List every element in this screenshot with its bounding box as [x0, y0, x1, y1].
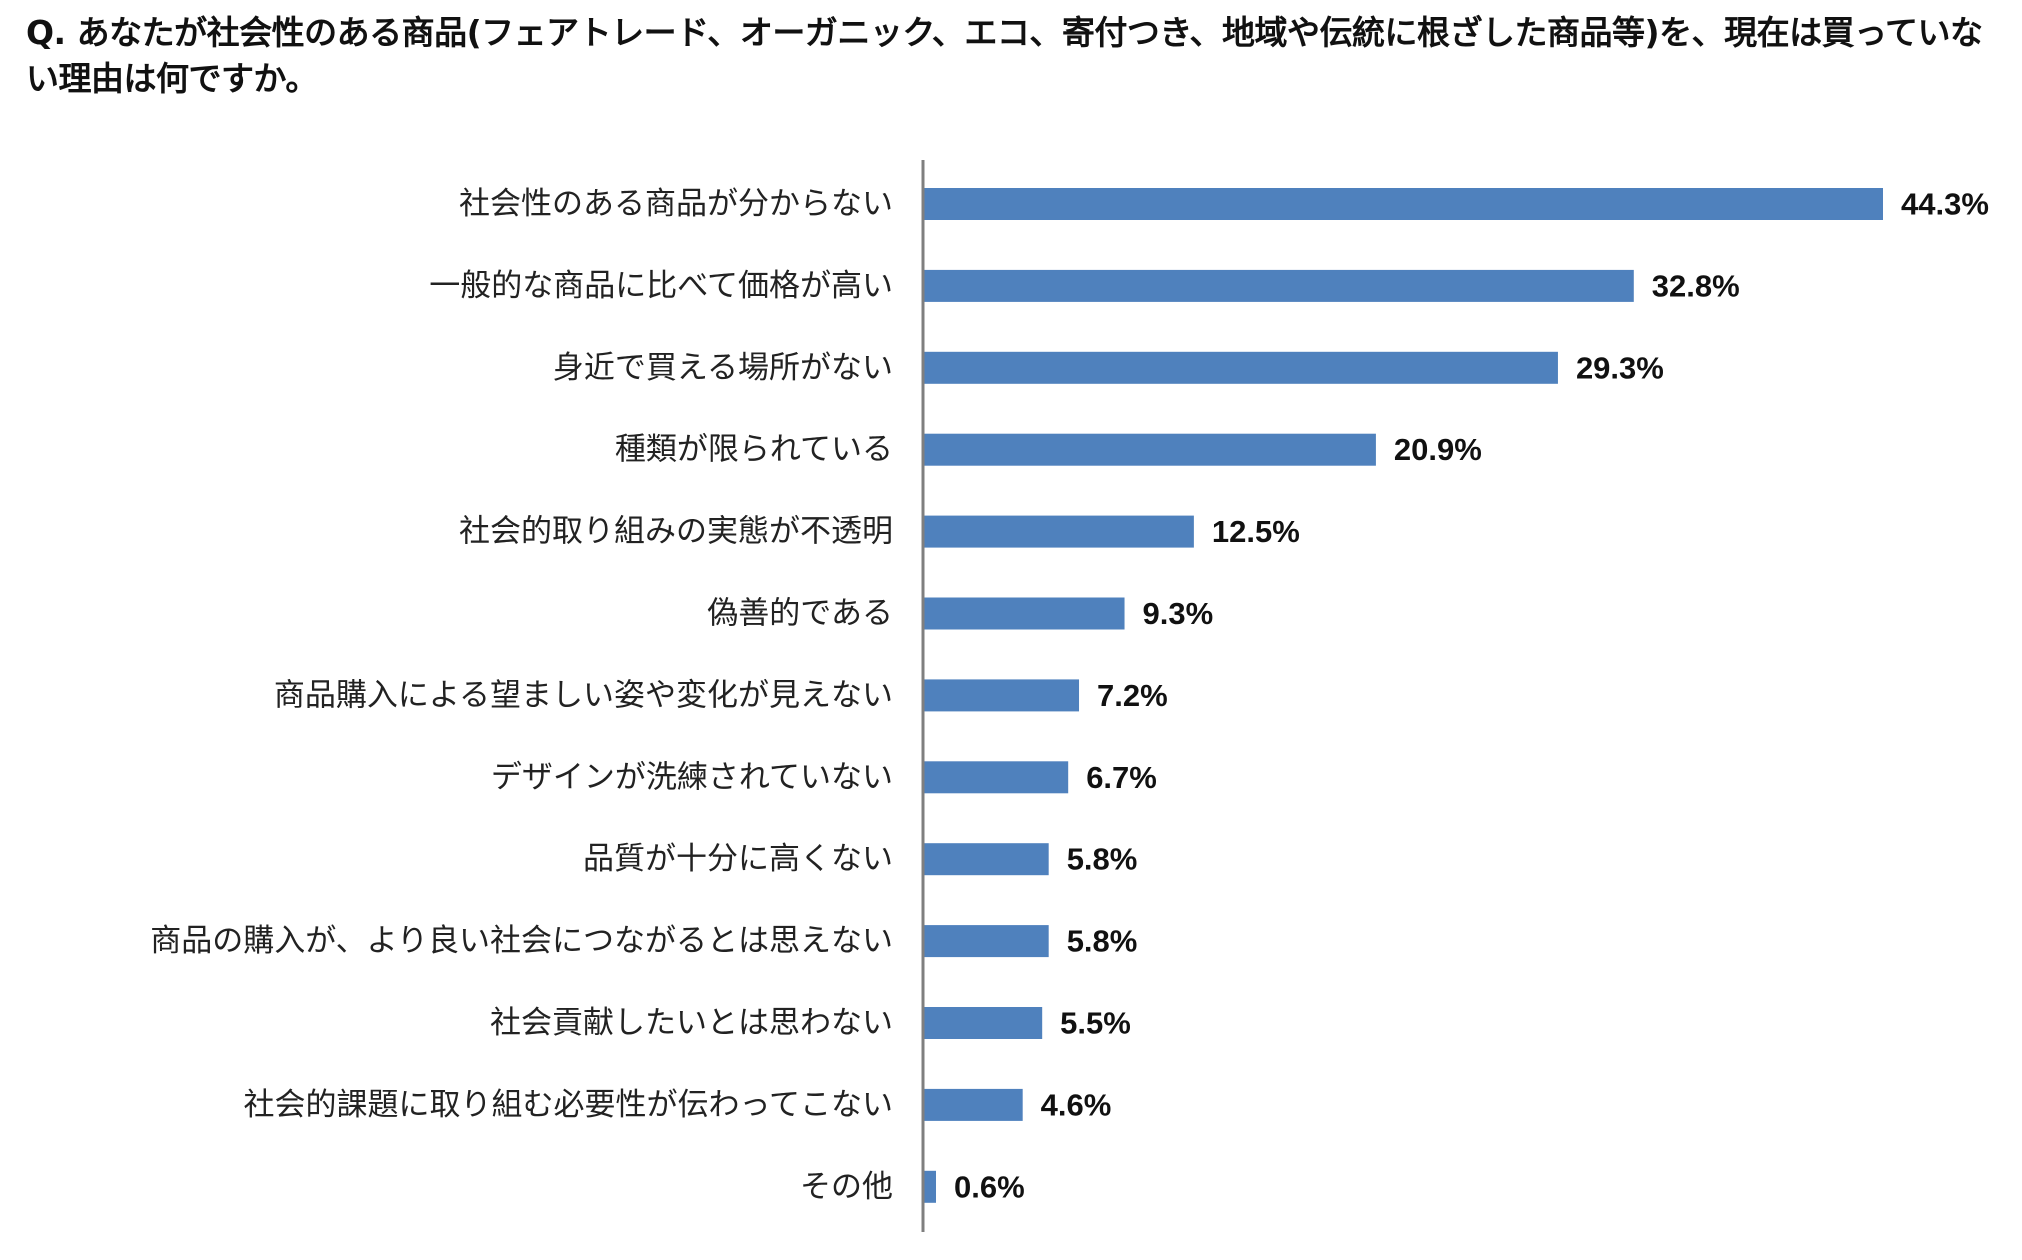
category-label: 社会貢献したいとは思わない	[490, 1005, 893, 1041]
value-label: 5.8%	[1067, 924, 1138, 959]
bar	[923, 433, 1376, 466]
value-label: 4.6%	[1041, 1087, 1112, 1122]
value-label: 20.9%	[1394, 432, 1482, 467]
category-label: 商品の購入が、より良い社会につながるとは思えない	[150, 923, 893, 959]
question-title: Q. あなたが社会性のある商品(フェアトレード、オーガニック、エコ、寄付つき、地…	[26, 13, 1983, 98]
bar	[923, 597, 1125, 630]
bar	[923, 843, 1049, 876]
category-label: 社会的取り組みの実態が不透明	[459, 514, 893, 550]
bar	[923, 515, 1194, 548]
category-label: その他	[800, 1169, 893, 1205]
bar	[923, 351, 1558, 384]
category-label: 偽善的である	[707, 596, 893, 632]
bar	[923, 1088, 1023, 1121]
value-label: 5.8%	[1067, 842, 1138, 877]
bars-group	[923, 188, 1883, 1203]
bar	[923, 188, 1883, 220]
value-labels-group: 44.3% 32.8% 29.3% 20.9% 12.5% 9.3% 7.2% 6.7% 5.8…	[954, 187, 1989, 1205]
bar	[923, 925, 1049, 958]
bar	[923, 1007, 1043, 1039]
category-label: 商品購入による望ましい姿や変化が見えない	[274, 677, 893, 713]
bar	[923, 761, 1069, 794]
category-label: デザインが洗練されていない	[491, 759, 893, 795]
value-label: 12.5%	[1212, 514, 1300, 549]
bar	[923, 1170, 937, 1203]
category-label: 社会的課題に取り組む必要性が伝わってこない	[244, 1087, 893, 1123]
category-label: 身近で買える場所がない	[553, 350, 893, 386]
value-label: 44.3%	[1901, 187, 1989, 222]
value-label: 6.7%	[1086, 760, 1157, 795]
value-label: 9.3%	[1143, 596, 1214, 631]
value-label: 5.5%	[1060, 1006, 1131, 1041]
category-label: 品質が十分に高くない	[583, 841, 893, 877]
bar	[923, 269, 1634, 302]
value-label: 29.3%	[1576, 350, 1664, 385]
category-labels-group: 社会性のある商品が分からない一般的な商品に比べて価格が高い身近で買える場所がない…	[150, 186, 893, 1205]
category-label: 社会性のある商品が分からない	[459, 186, 893, 222]
bar	[923, 679, 1080, 712]
category-label: 一般的な商品に比べて価格が高い	[429, 268, 893, 304]
value-label: 0.6%	[954, 1169, 1025, 1204]
value-label: 7.2%	[1097, 678, 1168, 713]
value-label: 32.8%	[1652, 268, 1740, 303]
category-label: 種類が限られている	[615, 432, 893, 468]
